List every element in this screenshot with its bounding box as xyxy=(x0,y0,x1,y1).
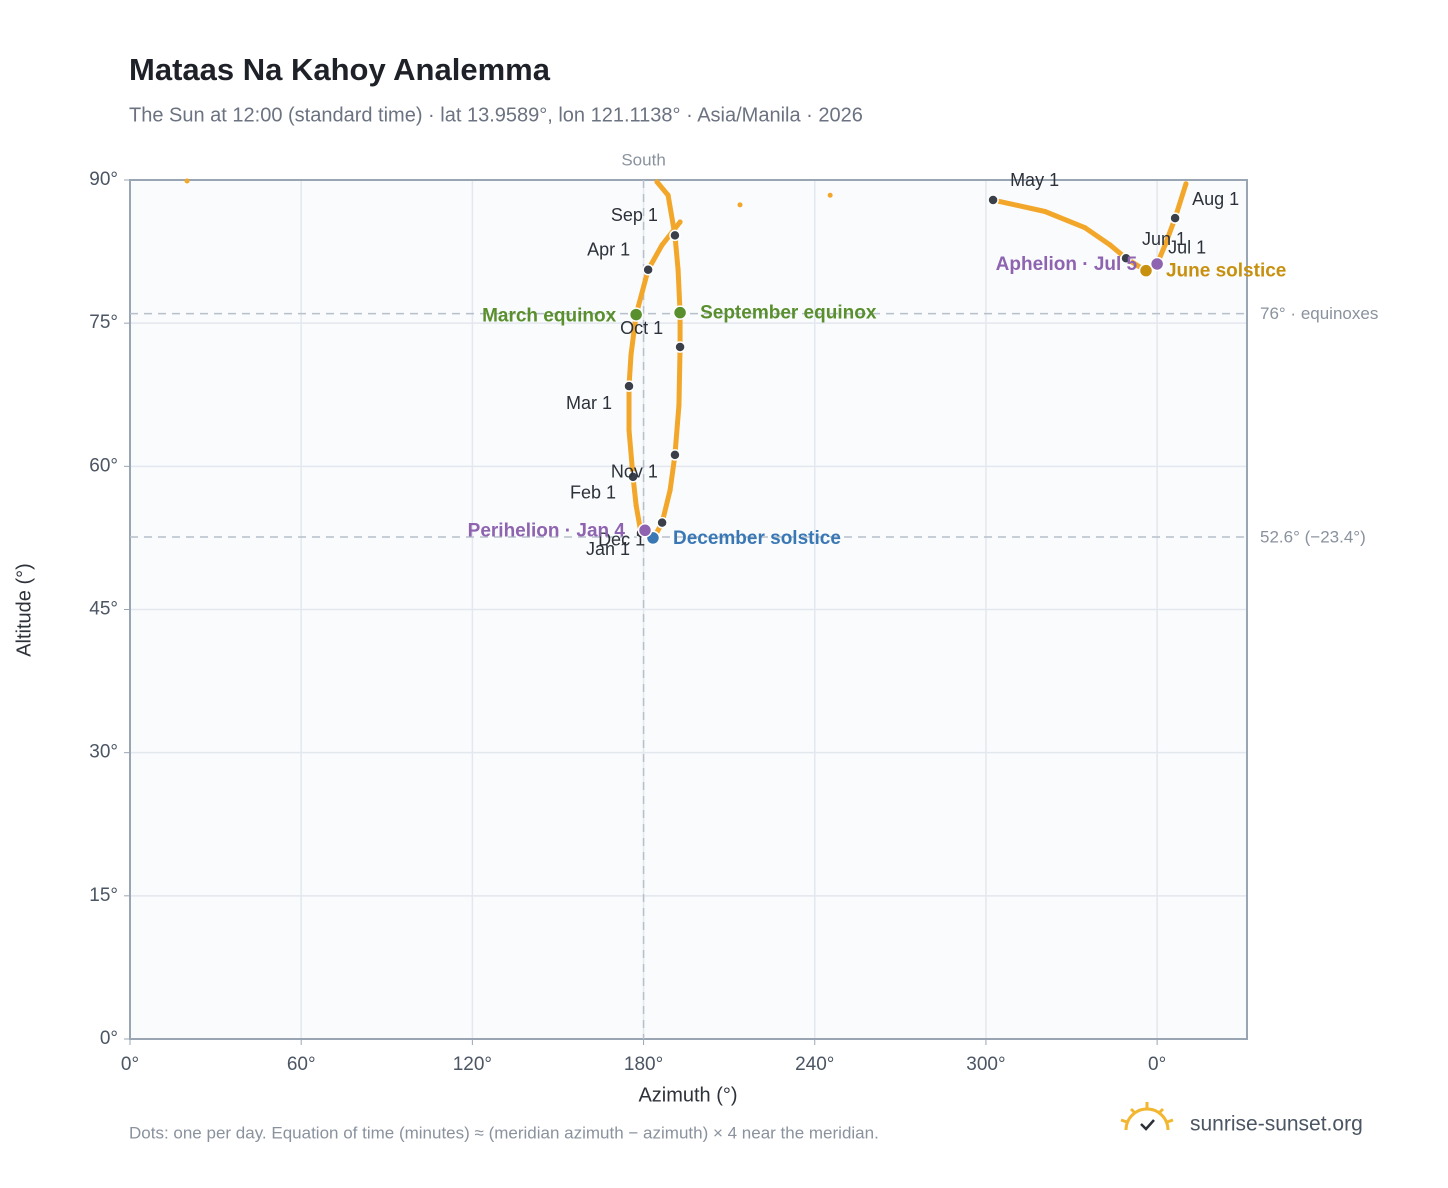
event-label: September equinox xyxy=(700,303,877,324)
event-label: Perihelion · Jan 4 xyxy=(468,520,626,541)
daily-dot xyxy=(1107,242,1113,248)
event-label: March equinox xyxy=(482,306,617,327)
analemma-segment xyxy=(1042,208,1088,231)
x-tick-label: 300° xyxy=(966,1054,1005,1075)
event-marker xyxy=(628,307,644,322)
month-label: Aug 1 xyxy=(1192,189,1239,209)
daily-dot xyxy=(675,267,681,273)
month-marker xyxy=(627,471,639,483)
daily-dot xyxy=(633,502,639,508)
y-tick-label: 0° xyxy=(100,1028,118,1049)
month-marker xyxy=(987,194,999,206)
analemma-segment xyxy=(626,427,636,480)
brand-logo xyxy=(1120,1102,1174,1131)
analemma-segment xyxy=(667,452,678,493)
daily-dot xyxy=(676,402,682,408)
analemma-segment xyxy=(672,232,681,273)
daily-dot xyxy=(667,487,673,493)
y-tick-label: 45° xyxy=(89,599,118,620)
month-marker xyxy=(642,263,654,276)
x-axis-label: Azimuth (°) xyxy=(638,1084,737,1106)
event-marker xyxy=(1149,256,1165,272)
y-tick-label: 75° xyxy=(89,312,118,333)
month-marker xyxy=(669,229,681,242)
month-label: Oct 1 xyxy=(620,318,663,338)
y-tick-label: 60° xyxy=(89,455,118,476)
analemma-segment xyxy=(990,197,1048,214)
reference-label: 76° · equinoxes xyxy=(1260,304,1378,323)
month-label: Dec 1 xyxy=(598,529,645,549)
daily-dot xyxy=(737,202,743,208)
month-marker xyxy=(674,341,686,353)
month-label: Feb 1 xyxy=(570,483,616,503)
plot-border xyxy=(129,179,1248,1040)
x-tick-label: 120° xyxy=(453,1054,492,1075)
analemma-segment xyxy=(676,344,683,408)
y-tick-label: 90° xyxy=(89,169,118,190)
brand-name: sunrise-sunset.org xyxy=(1190,1113,1363,1136)
month-marker xyxy=(656,516,668,529)
daily-dot xyxy=(654,179,660,185)
footnote: Dots: one per day. Equation of time (min… xyxy=(129,1123,879,1142)
daily-dot xyxy=(659,242,665,248)
reference-label: South xyxy=(621,150,665,169)
analemma-segment xyxy=(654,179,671,198)
daily-dot xyxy=(1082,225,1088,231)
month-label: Jan 1 xyxy=(586,539,630,559)
month-label: Jul 1 xyxy=(1168,238,1206,258)
daily-dot xyxy=(1162,242,1168,248)
x-tick-label: 0° xyxy=(121,1054,139,1075)
month-marker xyxy=(1169,212,1181,224)
daily-dot xyxy=(1042,208,1048,214)
reference-label: 52.6° (−23.4°) xyxy=(1260,527,1366,546)
y-axis-label: Altitude (°) xyxy=(13,563,35,657)
month-marker xyxy=(669,449,681,461)
analemma-segment xyxy=(672,402,682,458)
month-marker xyxy=(1120,252,1132,265)
event-label: June solstice xyxy=(1166,261,1286,282)
daily-dot xyxy=(665,192,671,198)
event-marker xyxy=(637,523,653,538)
y-tick-label: 15° xyxy=(89,885,118,906)
chart-title: Mataas Na Kahoy Analemma xyxy=(129,52,551,87)
daily-dot xyxy=(628,352,634,358)
x-tick-label: 0° xyxy=(1148,1054,1166,1075)
x-tick-label: 60° xyxy=(287,1054,316,1075)
month-label: Nov 1 xyxy=(611,462,658,482)
x-tick-label: 240° xyxy=(795,1054,834,1075)
daily-dot xyxy=(1135,263,1141,269)
event-label: Aphelion · Jul 5 xyxy=(996,254,1138,275)
month-label: Mar 1 xyxy=(566,393,612,413)
month-label: May 1 xyxy=(1010,170,1059,190)
analemma-segment xyxy=(633,267,651,318)
analemma-segment xyxy=(1082,225,1113,248)
daily-dot xyxy=(827,192,833,198)
month-label: Apr 1 xyxy=(587,239,630,259)
daily-dot xyxy=(677,219,683,225)
month-marker xyxy=(623,380,635,392)
analemma-segment xyxy=(1172,181,1189,221)
analemma-segment xyxy=(665,192,678,238)
month-label: Sep 1 xyxy=(611,205,658,225)
event-marker xyxy=(672,305,688,320)
event-marker xyxy=(1138,263,1154,278)
x-tick-label: 180° xyxy=(624,1054,663,1075)
daily-dot xyxy=(1183,181,1189,187)
daily-dot xyxy=(626,427,632,433)
y-tick-label: 30° xyxy=(89,742,118,763)
daily-dot xyxy=(184,178,190,184)
event-label: December solstice xyxy=(673,528,841,549)
month-label: Jun 1 xyxy=(1142,229,1186,249)
chart-subtitle: The Sun at 12:00 (standard time) · lat 1… xyxy=(129,104,863,126)
